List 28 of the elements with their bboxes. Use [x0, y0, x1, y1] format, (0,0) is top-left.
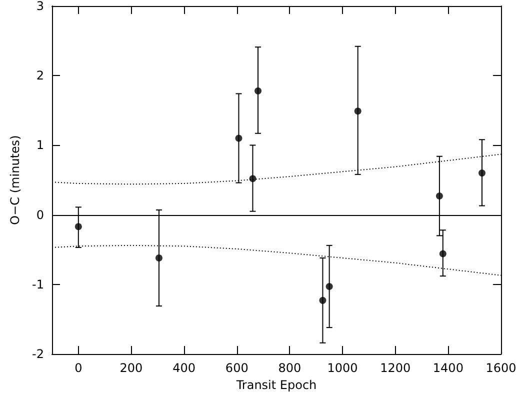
x-tick-label: 400	[172, 361, 196, 375]
point	[478, 170, 486, 177]
y-tick-label: 0	[36, 208, 44, 222]
y-tick-label: 3	[36, 0, 44, 13]
point	[436, 192, 443, 200]
x-tick-label: 1200	[380, 361, 411, 375]
x-tick-label: 800	[278, 361, 302, 375]
point	[254, 87, 262, 94]
point	[319, 296, 326, 304]
x-tick-label: 600	[225, 361, 248, 375]
point	[439, 250, 446, 258]
x-tick-label: 200	[120, 361, 143, 375]
x-tick-label: 0	[74, 361, 82, 375]
x-axis-title: Transit Epoch	[235, 378, 317, 392]
y-tick-label: 2	[36, 68, 44, 83]
y-axis-title: O−C (minutes)	[8, 135, 22, 225]
point	[249, 175, 256, 182]
point	[326, 282, 333, 290]
point	[235, 134, 242, 142]
x-tick-label: 1600	[486, 361, 516, 375]
x-tick-label: 1000	[327, 361, 358, 375]
y-tick-label: 1	[36, 138, 44, 152]
y-tick-label: -2	[32, 347, 44, 361]
x-tick-label: 1400	[432, 361, 464, 375]
point	[354, 108, 362, 115]
point	[155, 254, 162, 262]
y-tick-label: -1	[32, 277, 44, 292]
point	[74, 223, 82, 230]
